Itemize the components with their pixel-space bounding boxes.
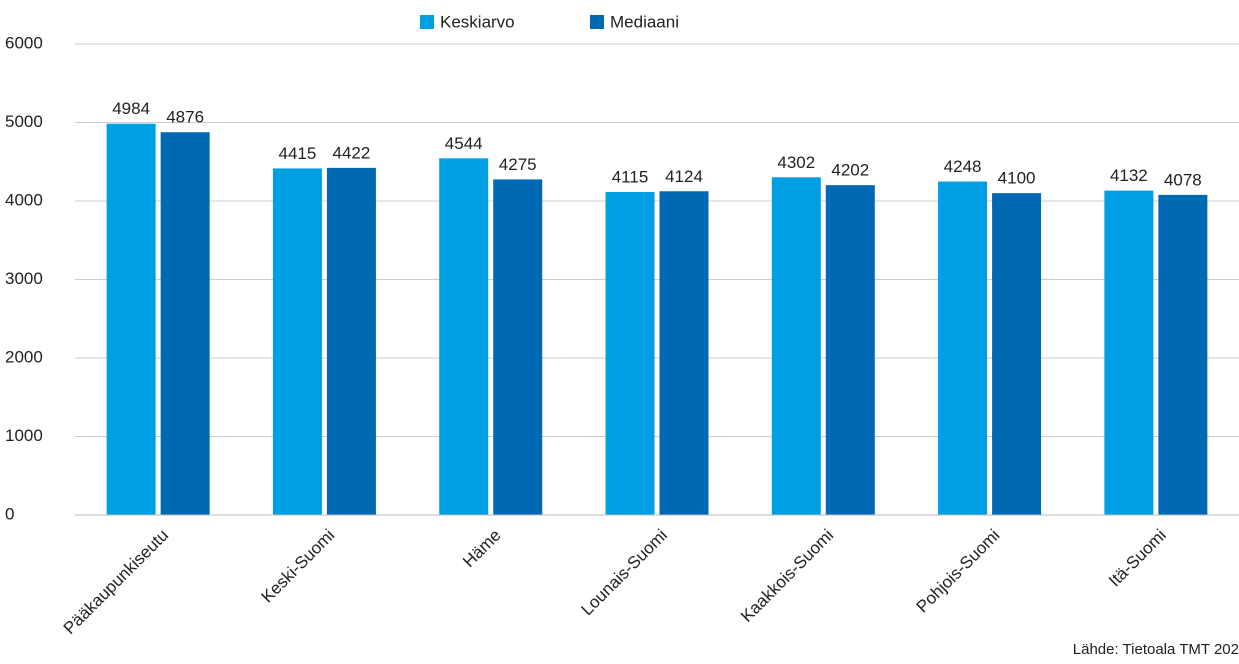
data-label: 4422: [333, 143, 371, 162]
y-tick-label: 0: [5, 504, 14, 523]
x-tick-label: Lounais-Suomi: [577, 526, 671, 620]
x-tick-label: Pääkaupunkiseutu: [60, 526, 172, 638]
y-tick-label: 5000: [5, 112, 43, 131]
y-tick-label: 2000: [5, 347, 43, 366]
bar: [272, 168, 322, 516]
bar: [493, 179, 543, 515]
bar: [992, 193, 1042, 515]
bar: [771, 177, 821, 515]
legend-label: Mediaani: [610, 12, 679, 31]
x-tick-label: Itä-Suomi: [1105, 526, 1170, 591]
x-tick-label: Pohjois-Suomi: [913, 526, 1004, 617]
y-tick-label: 6000: [5, 33, 43, 52]
bar: [1104, 190, 1154, 515]
data-label: 4275: [499, 155, 537, 174]
data-label: 4544: [445, 134, 483, 153]
x-tick-label: Keski-Suomi: [258, 526, 339, 607]
data-label: 4115: [612, 167, 649, 186]
data-label: 4132: [1110, 166, 1148, 185]
bar: [938, 181, 988, 516]
data-label: 4302: [777, 153, 815, 172]
data-label: 4100: [998, 169, 1036, 188]
bar: [1158, 194, 1208, 515]
data-label: 4078: [1164, 170, 1202, 189]
bar: [106, 123, 156, 516]
data-label: 4415: [279, 144, 317, 163]
data-label: 4876: [166, 108, 204, 127]
bar: [659, 191, 709, 516]
data-label: 4984: [112, 99, 150, 118]
y-tick-label: 4000: [5, 190, 43, 209]
data-label: 4202: [831, 161, 869, 180]
bar: [605, 191, 655, 515]
x-tick-label: Häme: [459, 526, 505, 572]
bar: [825, 185, 875, 515]
legend-swatch: [420, 15, 434, 29]
data-label: 4124: [665, 167, 703, 186]
bar: [439, 158, 489, 515]
data-label: 4248: [944, 157, 982, 176]
bar: [326, 167, 376, 516]
y-tick-label: 3000: [5, 269, 43, 288]
bar: [160, 132, 210, 515]
legend-label: Keskiarvo: [440, 12, 515, 31]
x-tick-label: Kaakkois-Suomi: [737, 526, 837, 626]
y-tick-label: 1000: [5, 426, 43, 445]
legend-swatch: [590, 15, 604, 29]
source: Lähde: Tietoala TMT 202: [1073, 641, 1239, 658]
